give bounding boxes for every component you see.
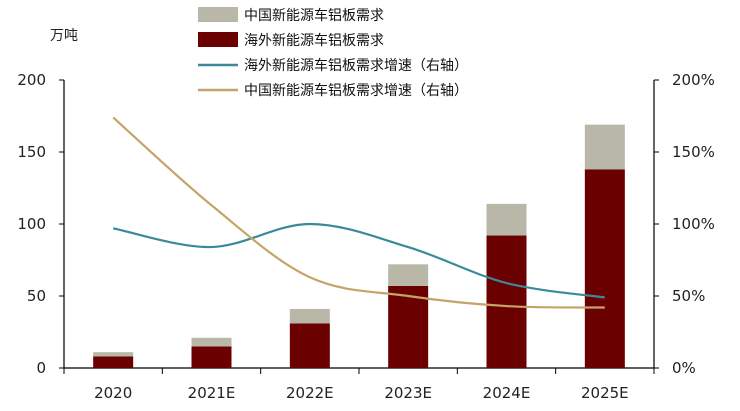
legend-swatch [198,32,238,47]
bar-china [289,308,330,324]
left-axis-unit: 万吨 [50,28,78,44]
line-china-growth [112,116,605,309]
x-axis-tick-label: 2023E [384,384,432,402]
bar-china [388,264,429,286]
left-axis-tick-label: 100 [17,215,46,233]
left-axis-tick-label: 200 [17,71,46,89]
bar-overseas [289,323,330,368]
left-axis-tick-label: 150 [17,143,46,161]
bars [93,124,625,368]
bar-china [191,337,232,347]
legend-swatch [198,7,238,22]
x-axis-tick-label: 2021E [188,384,236,402]
right-axis-tick-label: 200% [672,71,715,89]
legend-label: 中国新能源车铝板需求 [244,7,384,24]
right-axis-tick-label: 50% [672,287,705,305]
bar-overseas [93,356,134,368]
bar-china [486,203,527,236]
bar-china [584,124,625,170]
bar-overseas [584,169,625,368]
right-axis-tick-label: 0% [672,359,696,377]
right-axis-tick-label: 100% [672,215,715,233]
right-axis-tick-label: 150% [672,143,715,161]
legend-label: 海外新能源车铝板需求 [244,32,384,49]
x-axis-tick-label: 2020 [94,384,132,402]
x-axis-tick-label: 2025E [581,384,629,402]
x-axis-tick-label: 2024E [483,384,531,402]
bar-overseas [388,285,429,368]
bar-china [93,352,134,357]
x-axis-tick-label: 2022E [286,384,334,402]
legend-label: 中国新能源车铝板需求增速（右轴） [244,82,468,99]
line-overseas-growth [112,222,605,299]
legend-label: 海外新能源车铝板需求增速（右轴） [244,57,468,74]
left-axis-tick-label: 0 [36,359,46,377]
lines [112,116,605,309]
left-axis-tick-label: 50 [27,287,46,305]
bar-overseas [191,346,232,368]
bar-overseas [486,235,527,368]
axes: 0 50 100 150 200 0% 50% 100% 150% 200% 2020 2021E 20… [17,71,715,402]
